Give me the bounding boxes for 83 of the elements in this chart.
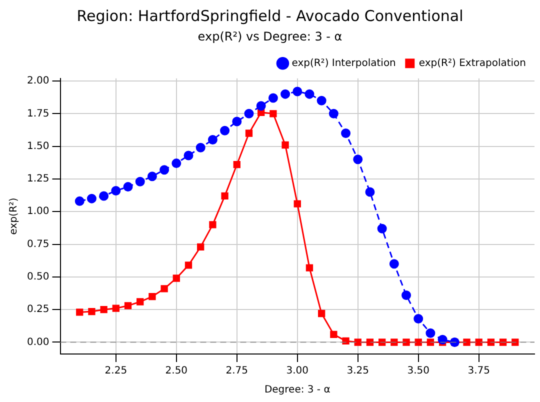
point	[99, 191, 109, 201]
point	[233, 161, 240, 168]
point	[172, 274, 180, 282]
point	[147, 172, 157, 182]
point	[292, 86, 302, 96]
point	[318, 310, 326, 318]
point	[124, 302, 132, 310]
y-tick-label: 1.25	[27, 174, 50, 185]
point	[148, 292, 156, 300]
point	[389, 259, 399, 269]
point	[160, 285, 168, 292]
point	[172, 158, 182, 168]
point	[232, 116, 242, 126]
y-tick-label: 2.00	[27, 76, 50, 87]
point	[184, 262, 192, 269]
point	[111, 186, 121, 196]
y-tick-label: 0.25	[27, 304, 50, 316]
point	[294, 200, 301, 208]
point	[353, 154, 363, 164]
point	[280, 89, 290, 99]
x-tick-label: 3.25	[346, 366, 370, 377]
point	[244, 108, 254, 118]
point	[341, 128, 351, 138]
x-tick-label: 3.00	[286, 366, 309, 377]
point	[414, 314, 424, 324]
point	[475, 338, 482, 346]
point	[160, 165, 170, 175]
point	[196, 142, 206, 152]
point	[184, 150, 194, 160]
y-tick-label: 0.75	[27, 238, 50, 250]
point	[402, 290, 412, 300]
point	[328, 108, 338, 118]
x-tick-label: 2.50	[165, 366, 188, 377]
point	[88, 308, 96, 316]
x-tick-label: 2.75	[226, 366, 248, 377]
y-tick-label: 1.00	[27, 206, 50, 218]
point	[86, 194, 96, 204]
point	[74, 196, 84, 206]
chart-subtitle: exp(R²) vs Degree: 3 - α	[198, 29, 342, 44]
y-axis-title: exp(R²)	[8, 198, 20, 235]
point	[463, 338, 470, 346]
point	[426, 338, 434, 346]
point	[135, 176, 145, 186]
point	[136, 298, 144, 306]
point	[197, 243, 204, 250]
point	[100, 306, 108, 314]
point	[304, 89, 314, 99]
point	[330, 330, 338, 338]
point	[220, 126, 230, 136]
point	[377, 224, 387, 234]
point	[208, 135, 218, 145]
y-tick-label: 1.75	[27, 108, 50, 120]
point	[316, 96, 326, 106]
point	[245, 130, 253, 137]
point	[426, 328, 436, 338]
point	[438, 334, 448, 344]
point	[366, 338, 374, 346]
point	[123, 182, 133, 192]
legend-label: exp(R²) Extrapolation	[418, 58, 526, 69]
point	[414, 338, 422, 346]
point	[306, 264, 314, 272]
point	[487, 338, 495, 346]
legend-label: exp(R²) Interpolation	[292, 58, 396, 69]
point	[354, 338, 362, 346]
point	[282, 141, 289, 149]
point	[221, 192, 228, 200]
chart-title: Region: HartfordSpringfield - Avocado Conventional	[76, 6, 464, 25]
x-tick-label: 2.25	[104, 366, 128, 377]
x-axis-title: Degree: 3 - α	[264, 384, 331, 396]
point	[342, 337, 350, 345]
point	[209, 221, 216, 228]
y-tick-label: 0.50	[27, 272, 50, 283]
y-tick-label: 1.50	[27, 140, 50, 152]
point	[76, 308, 84, 316]
point	[268, 93, 278, 103]
x-tick-label: 3.50	[407, 366, 430, 377]
x-tick-label: 3.75	[468, 366, 490, 377]
point	[112, 304, 120, 312]
point	[256, 101, 266, 111]
point	[270, 110, 277, 118]
y-tick-label: 0.00	[27, 336, 50, 348]
point	[402, 338, 410, 346]
point	[365, 187, 375, 197]
